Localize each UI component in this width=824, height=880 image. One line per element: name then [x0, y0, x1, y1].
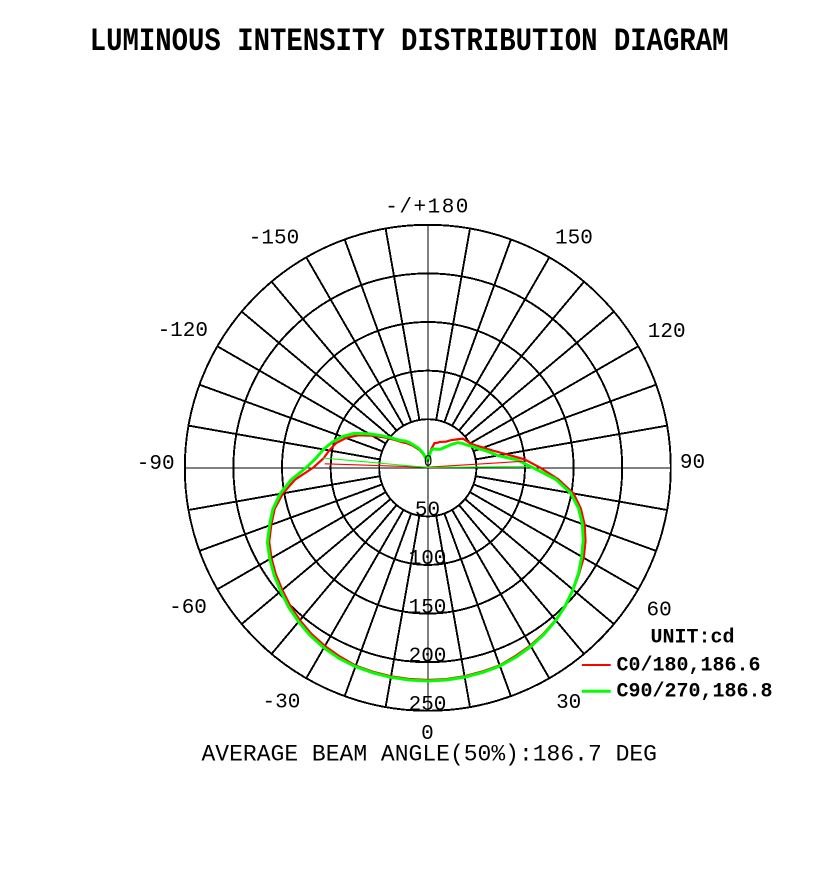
svg-text:-120: -120	[158, 320, 208, 343]
svg-text:-90: -90	[137, 453, 175, 476]
svg-text:150: 150	[555, 228, 593, 251]
svg-text:LUMINOUS INTENSITY DISTRIBUTIO: LUMINOUS INTENSITY DISTRIBUTION DIAGRAM	[90, 23, 729, 60]
svg-text:UNIT:cd: UNIT:cd	[651, 627, 735, 650]
svg-text:-/+180: -/+180	[385, 197, 470, 220]
svg-text:0: 0	[424, 452, 433, 471]
svg-text:C90/270,186.8: C90/270,186.8	[617, 681, 773, 704]
svg-text:250: 250	[409, 694, 447, 717]
svg-text:150: 150	[409, 597, 447, 620]
svg-text:30: 30	[556, 692, 581, 715]
svg-text:-60: -60	[169, 597, 207, 620]
svg-text:-30: -30	[262, 692, 300, 715]
svg-text:60: 60	[646, 600, 671, 623]
svg-text:C0/180,186.6: C0/180,186.6	[617, 655, 761, 678]
svg-text:90: 90	[680, 452, 705, 475]
svg-text:AVERAGE BEAM ANGLE(50%):186.7: AVERAGE BEAM ANGLE(50%):186.7 DEG	[202, 742, 657, 768]
svg-text:-150: -150	[249, 228, 299, 251]
svg-text:0: 0	[421, 723, 434, 746]
svg-text:120: 120	[648, 321, 686, 344]
svg-text:100: 100	[409, 548, 447, 571]
svg-text:200: 200	[409, 645, 447, 668]
svg-text:50: 50	[415, 500, 440, 523]
